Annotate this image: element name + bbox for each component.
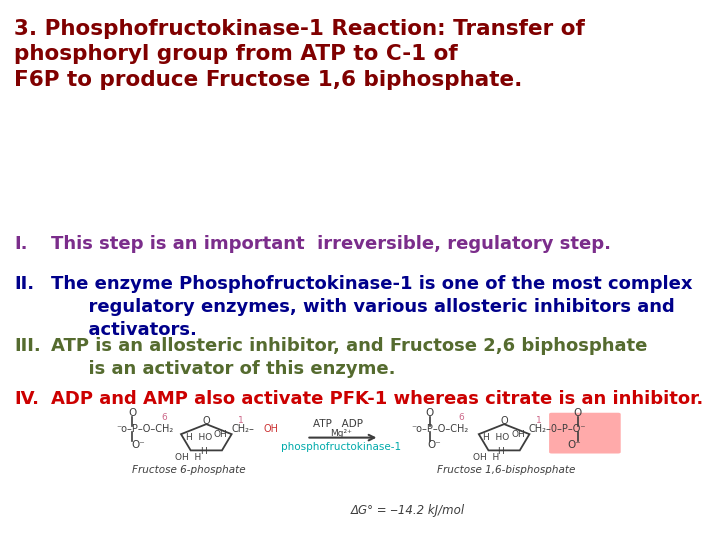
FancyBboxPatch shape: [549, 413, 621, 454]
Text: 3. Phosphofructokinase-1 Reaction: Transfer of
phosphoryl group from ATP to C-1 : 3. Phosphofructokinase-1 Reaction: Trans…: [14, 19, 585, 90]
Text: ATP   ADP: ATP ADP: [313, 419, 363, 429]
Text: 1: 1: [238, 416, 244, 425]
Text: Fructose 6-phosphate: Fructose 6-phosphate: [132, 465, 246, 475]
Text: I.: I.: [14, 235, 28, 253]
Text: The enzyme Phosphofructokinase-1 is one of the most complex
      regulatory enz: The enzyme Phosphofructokinase-1 is one …: [51, 275, 693, 339]
Text: H  HO: H HO: [186, 434, 212, 442]
Text: O: O: [574, 408, 582, 418]
Text: phosphofructokinase-1: phosphofructokinase-1: [282, 442, 401, 452]
Text: H: H: [498, 447, 504, 456]
Text: O⁻: O⁻: [428, 440, 441, 449]
Text: OH  H: OH H: [176, 453, 202, 462]
Text: O: O: [128, 408, 136, 418]
Text: OH: OH: [511, 430, 525, 439]
Text: This step is an important  irreversible, regulatory step.: This step is an important irreversible, …: [51, 235, 611, 253]
Text: ⁻o–P–O–CH₂: ⁻o–P–O–CH₂: [117, 424, 174, 434]
Text: O⁻: O⁻: [567, 440, 581, 449]
Text: Mg²⁺: Mg²⁺: [330, 429, 352, 437]
Text: ADP and AMP also activate PFK-1 whereas citrate is an inhibitor.: ADP and AMP also activate PFK-1 whereas …: [51, 390, 703, 408]
Text: III.: III.: [14, 337, 41, 355]
Text: Fructose 1,6-bisphosphate: Fructose 1,6-bisphosphate: [437, 465, 575, 475]
Text: O⁻: O⁻: [132, 440, 145, 449]
Text: OH: OH: [213, 430, 227, 439]
Text: 1: 1: [536, 416, 542, 425]
Text: IV.: IV.: [14, 390, 39, 408]
Text: ΔG° = ‒14.2 kJ/mol: ΔG° = ‒14.2 kJ/mol: [351, 504, 465, 517]
Text: O: O: [500, 416, 508, 426]
Text: OH  H: OH H: [473, 453, 500, 462]
Text: ⁻o–P–O–CH₂: ⁻o–P–O–CH₂: [411, 424, 468, 434]
Text: OH: OH: [264, 424, 279, 434]
Text: II.: II.: [14, 275, 35, 293]
Text: 6: 6: [459, 414, 464, 422]
Text: ATP is an allosteric inhibitor, and Fructose 2,6 biphosphate
      is an activat: ATP is an allosteric inhibitor, and Fruc…: [51, 337, 648, 377]
Text: 6: 6: [161, 414, 167, 422]
Text: H  HO: H HO: [483, 434, 510, 442]
Text: H: H: [199, 447, 207, 456]
Text: O: O: [426, 408, 434, 418]
Text: CH₂–: CH₂–: [232, 424, 255, 434]
Text: O: O: [202, 416, 210, 426]
Text: CH₂–0–P–O⁻: CH₂–0–P–O⁻: [528, 424, 585, 434]
